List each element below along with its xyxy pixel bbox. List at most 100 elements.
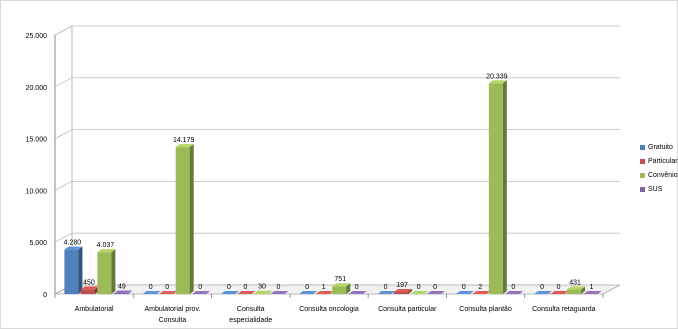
data-label: 30 xyxy=(258,284,266,291)
data-label: 0 xyxy=(511,284,515,291)
data-label: 0 xyxy=(384,284,388,291)
gridline xyxy=(54,129,620,139)
bar xyxy=(332,286,347,294)
bar-top xyxy=(505,291,524,294)
bar-top xyxy=(583,290,602,294)
data-label: 1 xyxy=(590,284,594,291)
y-tick-label: 15.000 xyxy=(26,137,48,144)
bar-side xyxy=(581,286,586,294)
data-label: 0 xyxy=(557,284,561,291)
x-tick-label: Consulta xyxy=(159,317,187,324)
x-tick-label: Consulta xyxy=(237,306,265,313)
legend-label-gratuito: Gratuito xyxy=(648,143,673,151)
gridline xyxy=(54,77,620,88)
data-label: 0 xyxy=(355,284,359,291)
y-tick-label: 5.000 xyxy=(29,240,47,247)
data-label: 0 xyxy=(417,284,421,291)
bar-top xyxy=(253,290,272,294)
x-tick-label: Consulta plantão xyxy=(459,306,512,313)
bar-side xyxy=(408,288,413,294)
x-tick-label: Consulta oncologia xyxy=(299,306,359,313)
legend-label-particular: Particular xyxy=(648,157,678,165)
bar xyxy=(175,147,190,294)
legend-swatch-convenio xyxy=(640,172,645,178)
data-label: 0 xyxy=(540,284,544,291)
bar-top xyxy=(534,291,553,294)
bar-top xyxy=(472,290,491,294)
x-tick-label: Consulta particular xyxy=(378,306,437,313)
data-label: 0 xyxy=(165,284,169,291)
data-label: 0 xyxy=(305,284,309,291)
bar-top xyxy=(192,291,211,294)
bar-top xyxy=(394,288,413,292)
data-label: 0 xyxy=(149,284,153,291)
bar-top xyxy=(159,291,178,294)
bar-top xyxy=(237,291,256,294)
y-tick-label: 25.000 xyxy=(26,33,48,40)
bar xyxy=(567,289,582,294)
legend: Gratuito Particular Convênio SUS xyxy=(640,140,678,196)
bar-side xyxy=(127,290,132,294)
bar-top xyxy=(348,291,367,294)
legend-label-convenio: Convênio xyxy=(648,171,678,179)
x-tick-label: Ambulatorial prov. xyxy=(144,306,200,313)
bar-side xyxy=(189,144,194,294)
data-label: 0 xyxy=(277,284,281,291)
bar xyxy=(97,252,112,294)
bar xyxy=(80,289,95,294)
data-label: 2 xyxy=(478,284,482,291)
bar-top xyxy=(315,290,334,294)
legend-label-sus: SUS xyxy=(648,185,663,193)
data-label: 0 xyxy=(198,284,202,291)
legend-item-convenio: Convênio xyxy=(640,168,678,182)
bar-side xyxy=(346,283,351,294)
bar-top xyxy=(427,291,446,294)
data-label: 0 xyxy=(227,284,231,291)
data-label: 450 xyxy=(83,279,95,286)
bar-top xyxy=(488,80,507,84)
data-label: 197 xyxy=(396,282,408,289)
bar-top xyxy=(550,291,569,294)
data-label: 4.037 xyxy=(97,242,115,249)
bar-top xyxy=(97,249,116,253)
bar-top xyxy=(113,290,132,294)
data-label: 49 xyxy=(118,283,126,290)
bar-top xyxy=(64,246,83,250)
bar-side xyxy=(267,290,272,294)
bar-top xyxy=(299,291,318,294)
data-label: 0 xyxy=(462,284,466,291)
bar-top xyxy=(377,291,396,294)
data-label: 4.280 xyxy=(64,240,82,247)
bar-top xyxy=(455,291,474,294)
data-label: 20.339 xyxy=(486,73,508,80)
gridline xyxy=(54,25,620,36)
legend-item-sus: SUS xyxy=(640,182,678,196)
bar-top xyxy=(80,286,99,290)
y-tick-label: 10.000 xyxy=(26,188,48,195)
y-tick-label: 20.000 xyxy=(26,85,48,92)
bar-side xyxy=(111,249,116,294)
bar-top xyxy=(175,144,194,148)
bar-top xyxy=(410,291,429,294)
bar xyxy=(394,291,409,294)
legend-item-gratuito: Gratuito xyxy=(640,140,678,154)
bar-side xyxy=(502,80,507,294)
x-tick-label: Consulta retaguarda xyxy=(532,306,596,313)
bar xyxy=(64,249,79,294)
bar-side xyxy=(78,246,83,294)
bar-top xyxy=(567,286,586,290)
bar-top xyxy=(270,291,289,294)
y-tick-label: 0 xyxy=(43,292,47,299)
x-tick-label: especialidade xyxy=(229,317,272,324)
legend-swatch-sus xyxy=(640,186,645,192)
x-tick-label: Ambulatorial xyxy=(75,306,114,313)
data-label: 0 xyxy=(244,284,248,291)
bar-top xyxy=(142,291,161,294)
data-label: 751 xyxy=(334,276,346,283)
data-label: 431 xyxy=(569,280,581,287)
bar xyxy=(488,83,503,294)
legend-swatch-particular xyxy=(640,158,645,164)
gridline xyxy=(54,232,620,243)
bar-side xyxy=(597,290,602,294)
